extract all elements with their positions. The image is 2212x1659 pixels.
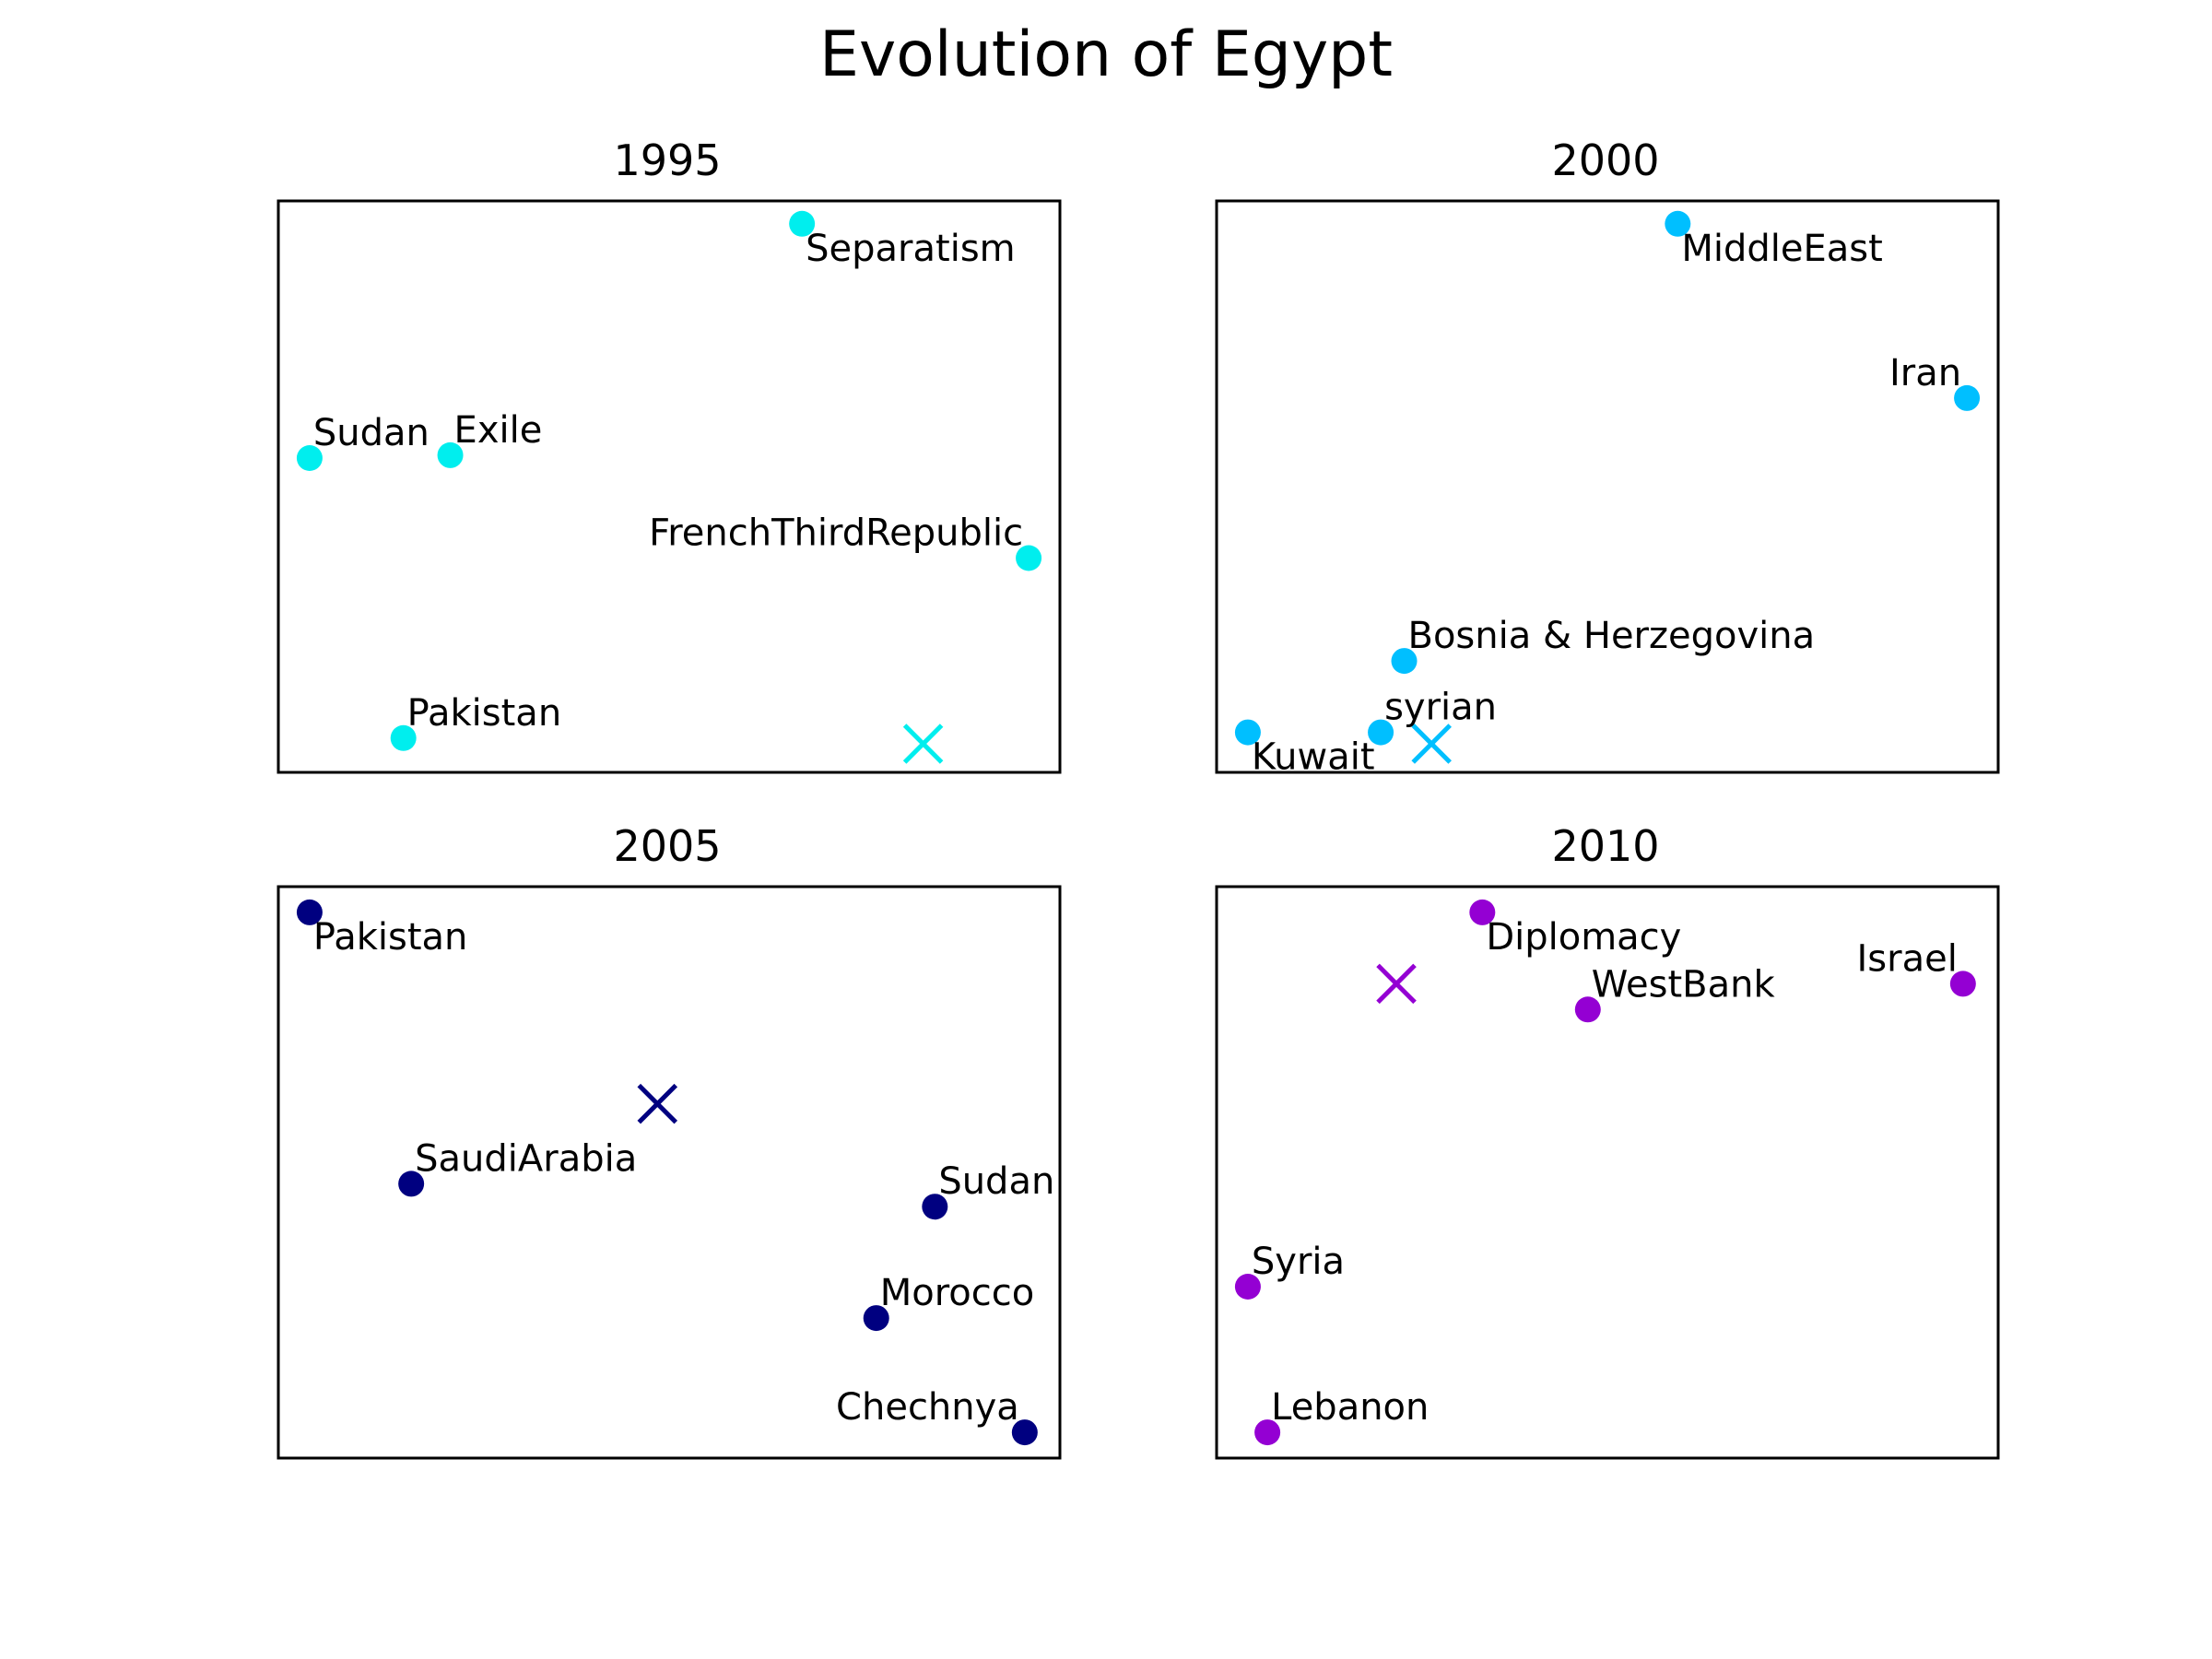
point-label-morocco-2005: Morocco [880,1272,1034,1314]
point-westbank-2010 [1574,996,1601,1023]
point-iran-2000 [1954,384,1981,411]
point-middleeast-2000 [1665,210,1691,237]
centroid-x-marker-2005 [637,1083,678,1124]
point-label-diplomacy-2010: Diplomacy [1486,916,1681,959]
point-label-pakistan-1995: Pakistan [407,692,562,735]
point-morocco-2005 [863,1305,889,1332]
point-exile-1995 [437,441,464,468]
point-label-middleeast-2000: MiddleEast [1681,228,1882,270]
point-label-lebanon-2010: Lebanon [1271,1386,1429,1429]
point-label-syrian-2000: syrian [1384,687,1497,729]
panel-1995: 1995 Separatism Sudan Exile FrenchThirdRepu… [276,135,1062,774]
point-label-separatism-1995: Separatism [806,228,1015,270]
point-label-kuwait-2000: Kuwait [1252,736,1375,779]
plot-area-1995 [276,199,1062,774]
point-syria-2010 [1234,1274,1261,1300]
point-bosnia-herzegovina-2000 [1391,648,1418,675]
point-pakistan-2005 [296,899,323,925]
point-frenchthirdrepublic-1995 [1016,545,1042,571]
panel-2010: 2010 Diplomacy Israel WestBank Syria Lebanon [1215,821,2000,1460]
panel-title-2000: 2000 [1551,135,1659,185]
point-chechnya-2005 [1011,1419,1038,1446]
point-saudiarabia-2005 [398,1171,425,1197]
panel-title-1995: 1995 [613,135,721,185]
point-label-frenchthirdrepublic-1995: FrenchThirdRepublic [649,512,1023,555]
plot-area-2000 [1215,199,2000,774]
point-lebanon-2010 [1254,1419,1281,1446]
plot-area-2010 [1215,885,2000,1460]
point-diplomacy-2010 [1469,899,1496,925]
point-syrian-2000 [1368,719,1394,746]
centroid-x-marker-2010 [1376,963,1417,1005]
point-label-sudan-2005: Sudan [938,1160,1054,1203]
point-label-westbank-2010: WestBank [1592,963,1776,1006]
marks-2005: Pakistan SaudiArabia Sudan Morocco Chechnya [296,899,1054,1446]
marks-2010: Diplomacy Israel WestBank Syria Lebanon [1234,899,1976,1446]
point-sudan-2005 [922,1194,948,1220]
point-label-syria-2010: Syria [1252,1241,1345,1283]
panel-title-2010: 2010 [1551,821,1659,871]
point-label-bosnia-herzegovina-2000: Bosnia & Herzegovina [1408,615,1816,657]
point-kuwait-2000 [1234,719,1261,746]
point-label-chechnya-2005: Chechnya [836,1386,1019,1429]
centroid-x-marker-2000 [1411,724,1452,764]
point-pakistan-1995 [390,724,417,751]
figure-title: Evolution of Egypt [819,18,1393,91]
marks-2000: MiddleEast Iran Bosnia & Herzegovina syrian… [1234,210,1981,779]
point-label-exile-1995: Exile [454,409,543,452]
point-sudan-1995 [296,445,323,471]
point-label-israel-2010: Israel [1857,937,1958,980]
centroid-x-marker-1995 [902,724,944,764]
panel-2005: 2005 Pakistan SaudiArabia Sudan Morocco Chec… [276,821,1062,1460]
point-label-iran-2000: Iran [1889,352,1961,394]
plot-area-2005 [276,885,1062,1460]
point-label-saudiarabia-2005: SaudiArabia [415,1137,637,1180]
point-label-pakistan-2005: Pakistan [313,916,468,959]
marks-1995: Separatism Sudan Exile FrenchThirdRepublic P… [296,210,1042,764]
point-label-sudan-1995: Sudan [313,412,429,454]
panel-title-2005: 2005 [613,821,721,871]
point-separatism-1995 [789,210,816,237]
panel-2000: 2000 MiddleEast Iran Bosnia & Herzegovina s… [1215,135,2000,779]
point-israel-2010 [1949,971,1976,997]
